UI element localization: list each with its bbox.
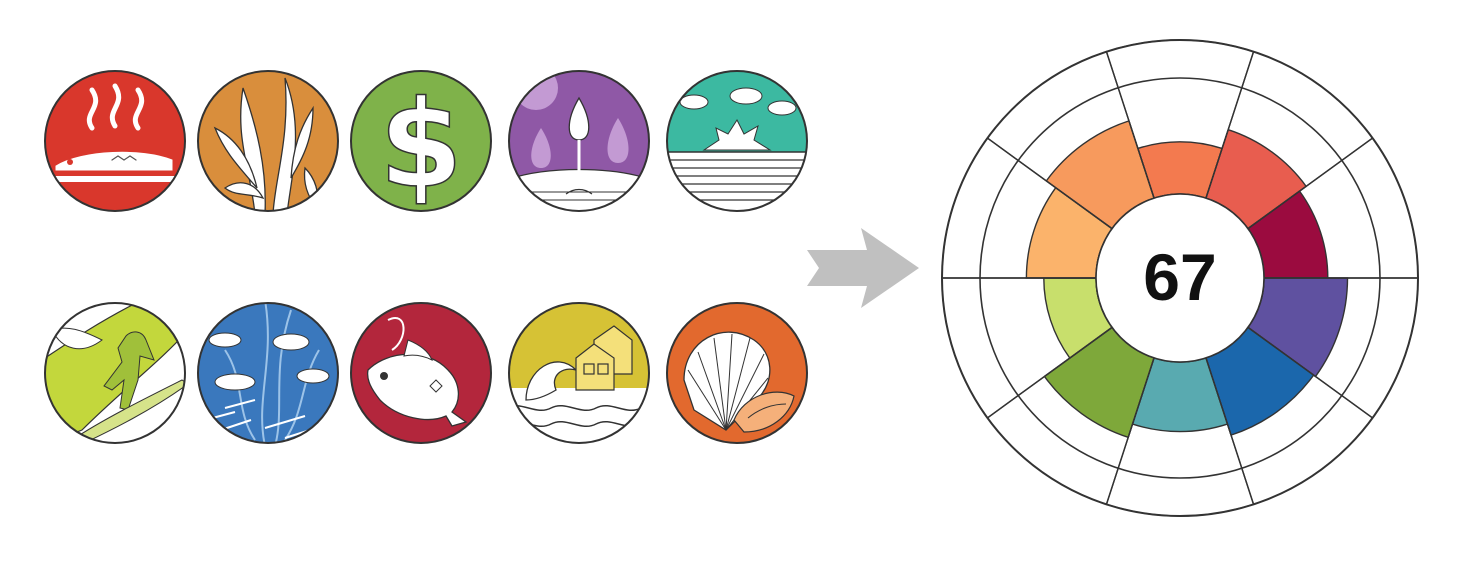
outer-ring (941, 39, 1419, 517)
overall-score: 67 (1143, 240, 1216, 314)
score-circle (1095, 193, 1265, 363)
biodiversity-icon (195, 300, 341, 446)
clean-waters-icon (664, 68, 810, 214)
sense-of-place-icon (664, 300, 810, 446)
tourism-recreation-icon (42, 300, 188, 446)
artisanal-fishing-icon (348, 300, 494, 446)
carbon-storage-icon (506, 68, 652, 214)
right-arrow-icon (805, 226, 921, 315)
flower-plot: 67 (930, 28, 1430, 533)
natural-products-icon (195, 68, 341, 214)
svg-text:$: $ (379, 76, 463, 214)
coastal-protection-icon (506, 300, 652, 446)
inner-ring (979, 77, 1381, 479)
food-provision-icon (42, 68, 188, 214)
coastal-economies-icon: $ (348, 68, 494, 214)
